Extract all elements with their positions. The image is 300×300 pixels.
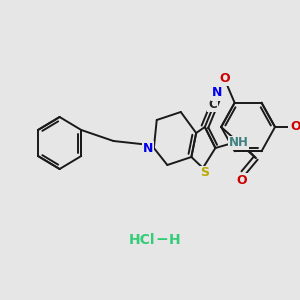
Text: NH: NH [229, 136, 248, 149]
Text: S: S [200, 167, 209, 179]
Text: HCl: HCl [129, 233, 156, 247]
Text: N: N [212, 86, 223, 100]
Text: C: C [208, 98, 217, 112]
Text: O: O [291, 121, 300, 134]
Text: O: O [220, 72, 230, 85]
Text: N: N [143, 142, 153, 154]
Text: −: − [155, 232, 168, 247]
Text: O: O [236, 173, 247, 187]
Text: H: H [169, 233, 181, 247]
